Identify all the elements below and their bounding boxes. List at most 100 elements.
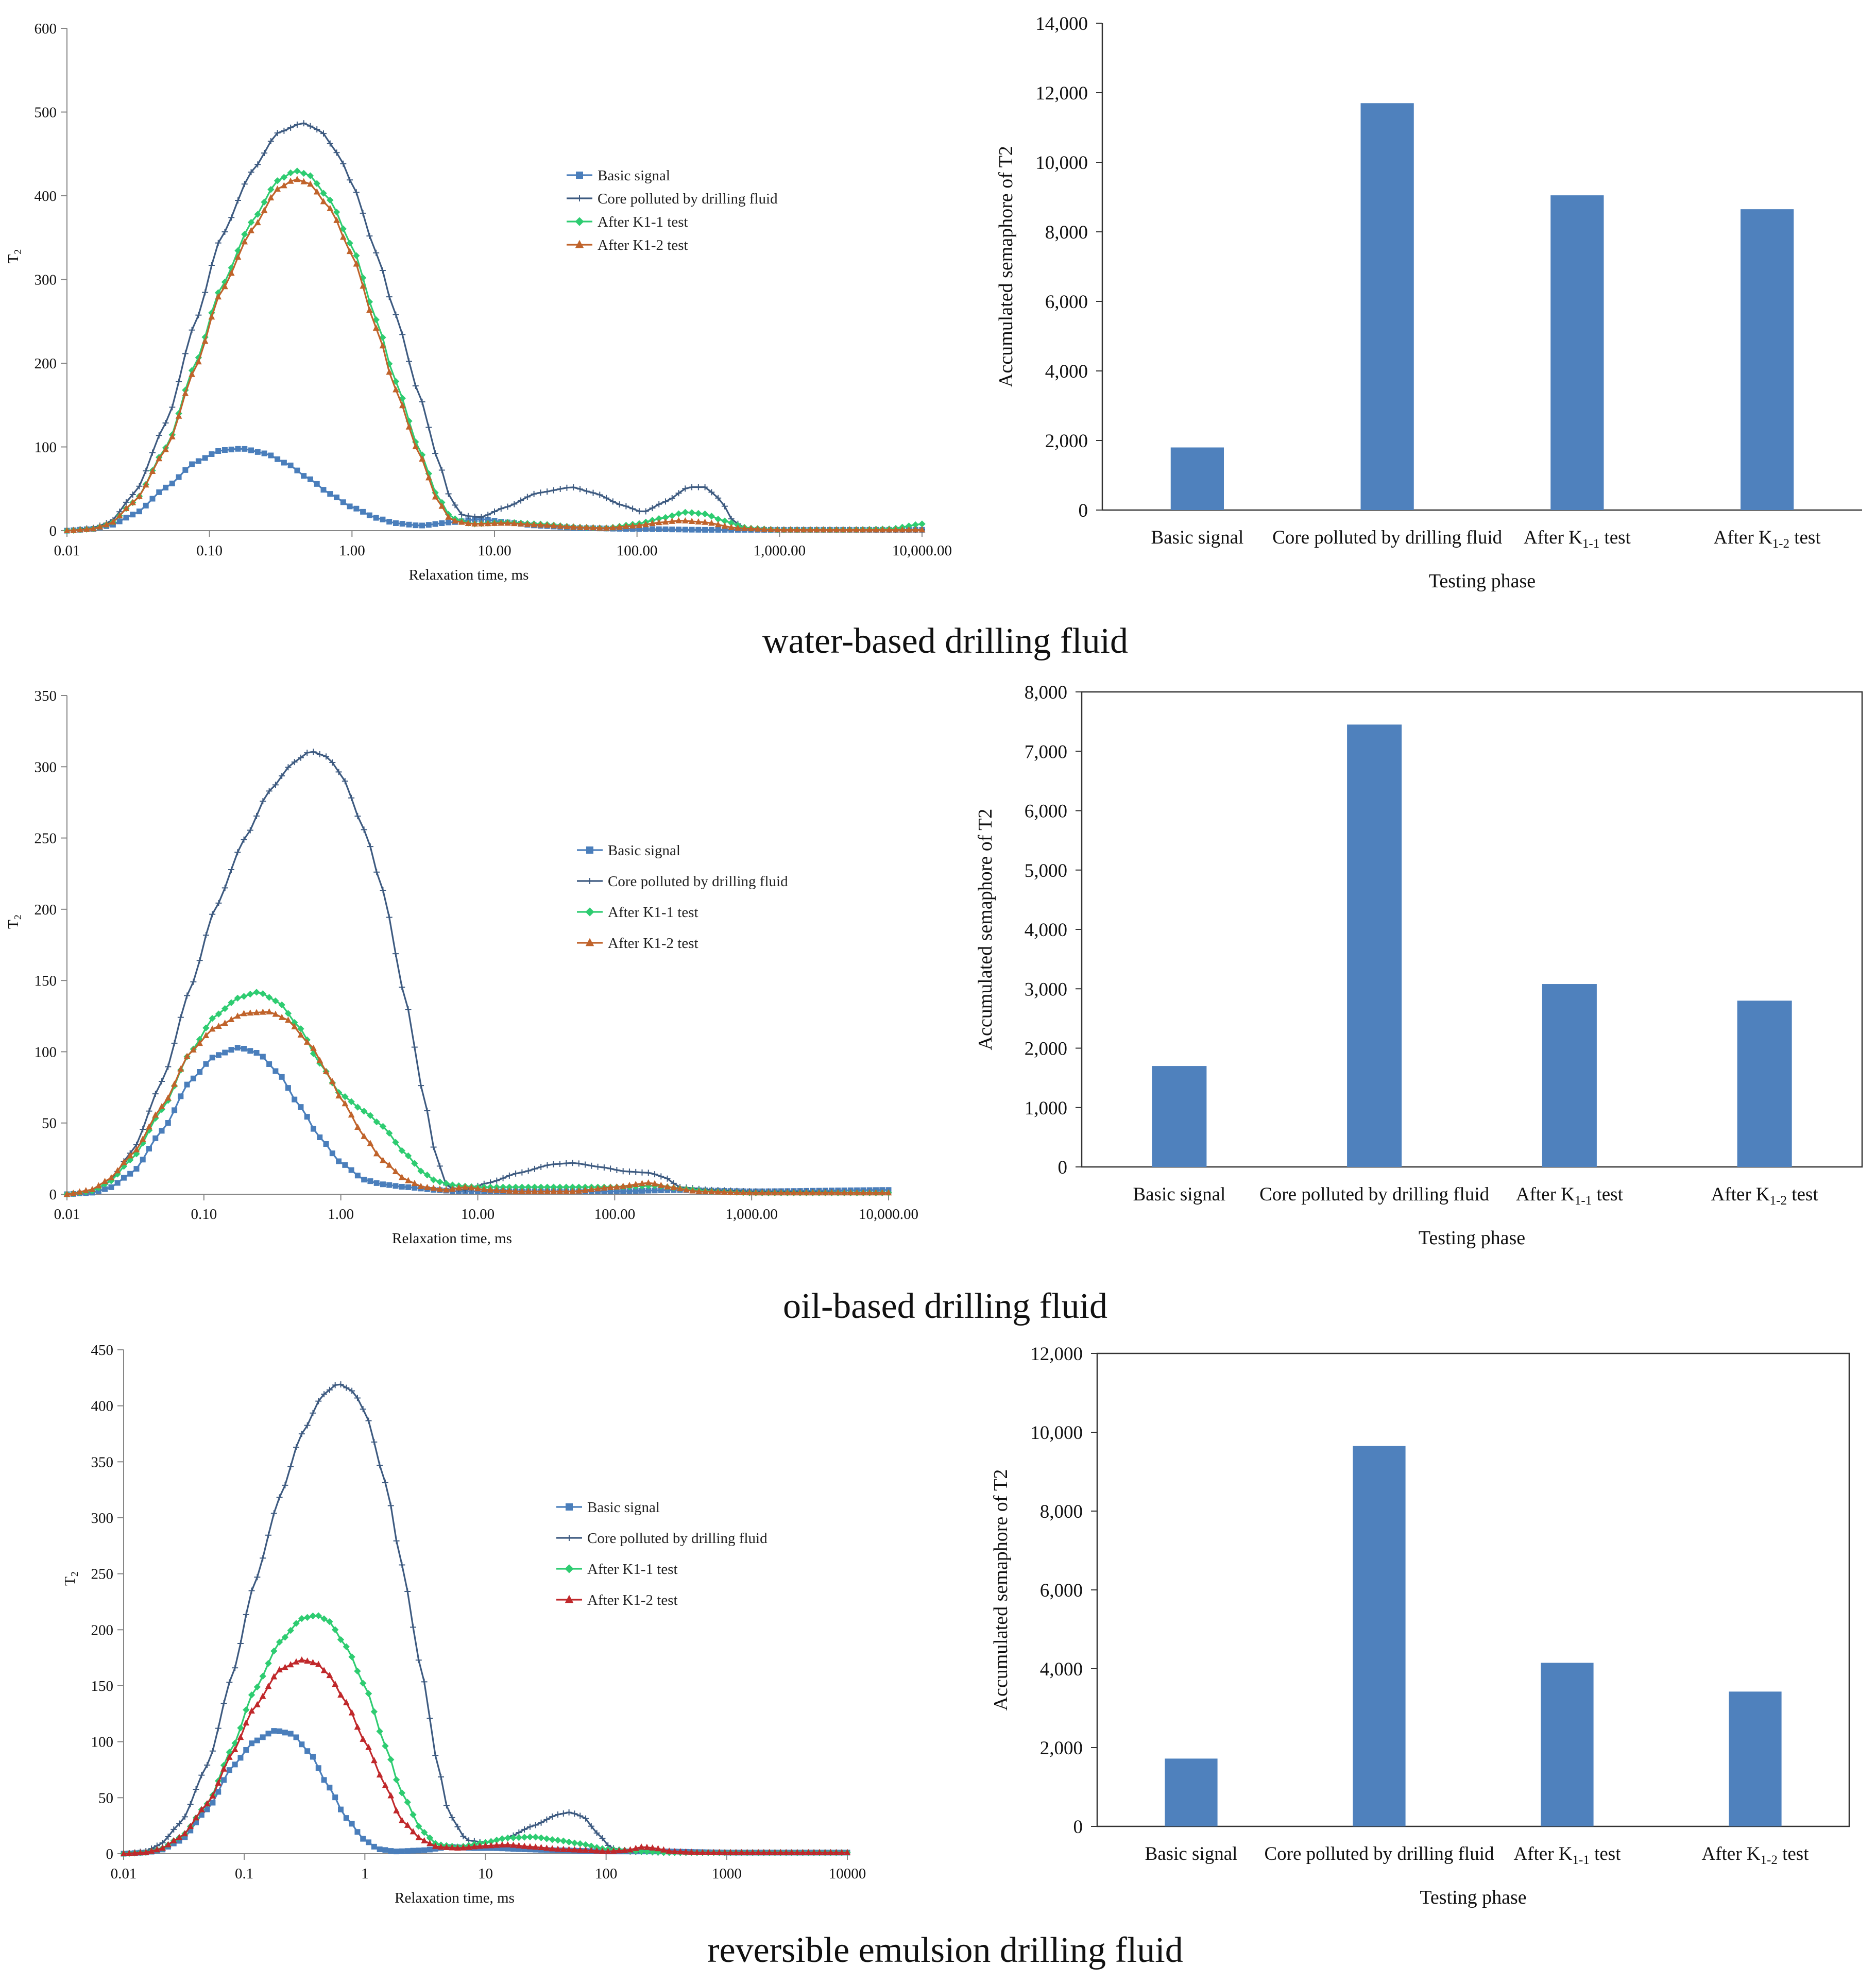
data-point [532,1834,539,1841]
y-tick-label: 12,000 [1030,1344,1083,1365]
data-point [360,282,366,289]
data-point [613,1183,620,1190]
data-point [394,1849,400,1855]
y-axis-label: T2 [62,1571,80,1586]
data-point [354,1667,361,1675]
data-point [681,509,689,516]
data-point [332,1382,338,1388]
data-point [693,1849,701,1855]
data-point [190,978,197,985]
x-axis-label: Relaxation time, ms [395,1890,515,1906]
data-point [294,167,301,175]
data-point [689,527,695,533]
data-point [121,1159,127,1165]
series-line [66,122,922,532]
data-point [326,1672,333,1679]
data-point [365,1743,372,1750]
data-point [261,450,267,456]
data-point [430,1144,437,1150]
data-point [287,1463,294,1470]
data-point [555,1811,561,1818]
data-point [583,523,590,530]
data-point [300,120,307,127]
data-point [421,1847,428,1853]
data-point [517,520,524,527]
data-point [315,1612,322,1619]
data-point [348,1111,355,1118]
data-point [165,1841,172,1848]
data-point [183,1053,191,1059]
data-point [310,1659,316,1666]
data-point [260,1008,266,1015]
x-tick-label: 100.00 [617,543,658,559]
data-point [165,1833,172,1840]
data-point [275,456,281,462]
x-tick-label: 1,000.00 [754,543,806,559]
y-tick-label: 0 [49,1187,57,1203]
data-point [833,526,840,533]
data-point [815,1189,823,1196]
data-point [847,1189,854,1196]
data-point [373,1118,380,1126]
data-point [268,452,274,459]
data-point [398,1789,406,1796]
data-point [254,211,262,218]
data-point [215,1725,221,1732]
data-point [249,1740,255,1747]
data-point [852,526,860,533]
data-point [159,1078,165,1084]
data-point [329,1078,336,1084]
data-point [521,1842,528,1849]
data-point [636,508,642,515]
data-point [813,526,821,533]
y-tick-label: 6,000 [1045,292,1088,313]
data-point [404,1799,411,1806]
data-point [332,1794,338,1801]
data-point [367,843,373,850]
data-point [827,1849,834,1855]
data-point [393,951,399,957]
data-point [708,513,715,520]
data-point [272,1068,279,1074]
data-point [346,240,353,247]
x-tick-label: Core polluted by drilling fluid [1259,1184,1490,1205]
data-point [235,446,241,452]
data-point [676,1185,684,1192]
data-point [278,1013,285,1020]
data-point [504,503,511,510]
data-point [307,476,313,482]
data-point [156,455,163,462]
data-point [335,769,342,775]
y-tick-label: 200 [91,1622,114,1638]
data-point [210,1800,216,1806]
legend-entry: Basic signal [587,1499,660,1516]
data-point [560,1810,567,1817]
data-point [343,1384,350,1391]
data-point [131,1849,138,1856]
data-point [323,753,330,760]
data-point [727,1849,734,1855]
data-point [410,1811,417,1819]
data-point [342,778,348,785]
data-point [607,1165,614,1172]
data-point [348,794,355,801]
data-point [721,1849,728,1855]
data-point [416,1848,422,1854]
data-point [399,1848,405,1854]
y-tick-label: 0 [49,523,57,539]
bar-after-k1-1-test [1542,984,1597,1167]
data-point [354,813,361,820]
x-tick-label: Basic signal [1145,1843,1238,1865]
data-point [695,510,702,517]
data-point [513,1170,519,1177]
data-point [193,1786,199,1793]
data-point [159,1128,165,1134]
data-point [859,526,866,533]
data-point [272,997,279,1005]
data-point [702,484,708,490]
series-core-polluted-by-drilling-fluid [64,749,892,1197]
x-axis-label: Testing phase [1419,1227,1525,1249]
data-point [417,1167,424,1175]
data-point [292,1096,298,1103]
data-point [454,1844,461,1851]
